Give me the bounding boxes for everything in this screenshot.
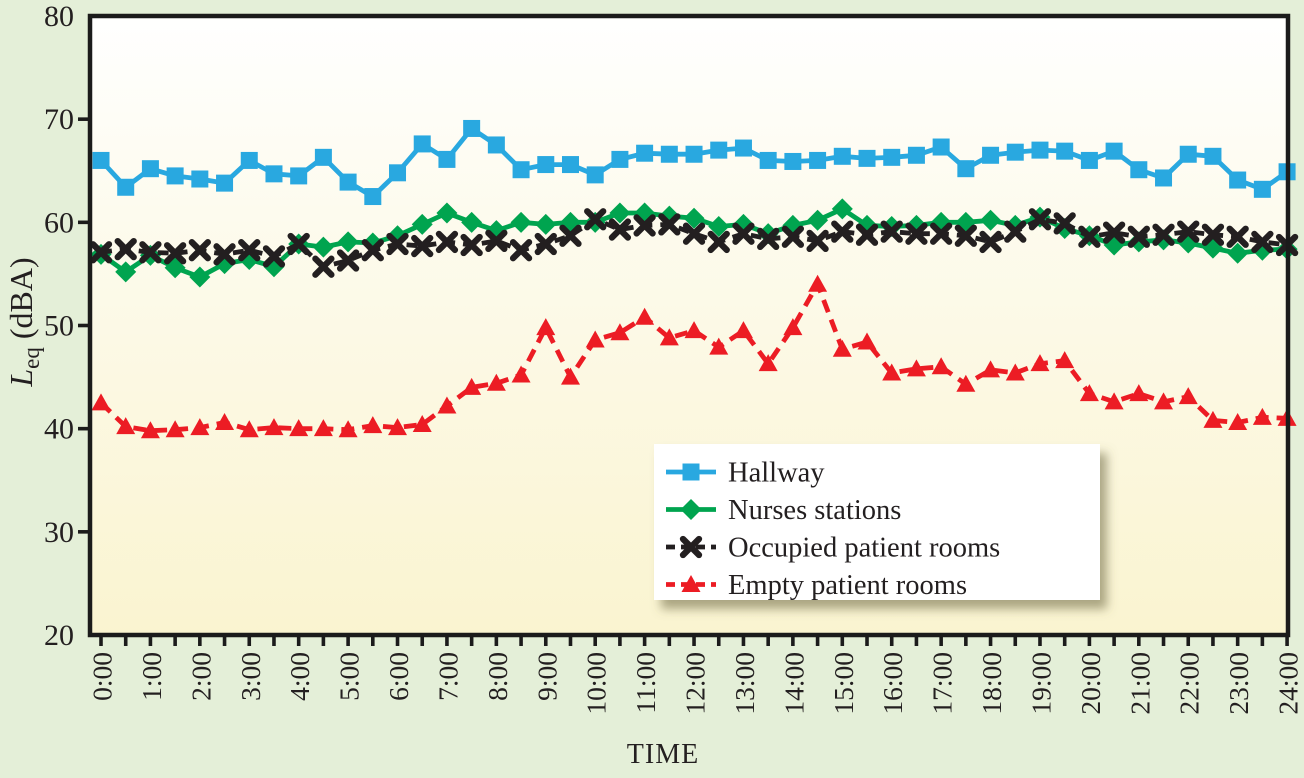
y-axis-ticks: 20 30 40 50 60 70 80 [44,0,90,652]
x-tick-label: 2:00 [185,652,216,701]
x-tick-label: 3:00 [235,652,266,701]
x-tick-label: 12:00 [680,652,711,715]
series-markers-empty-patient-rooms [91,274,1297,439]
legend-item-hallway: Hallway [666,458,825,489]
x-tick-label: 6:00 [383,652,414,701]
legend-item-empty-patient-rooms: Empty patient rooms [666,570,967,601]
y-tick-label: 30 [44,516,74,549]
legend: Hallway Nurses stations Occupied patient r… [654,444,1100,601]
x-tick-label: 9:00 [531,652,562,701]
x-tick-label: 16:00 [877,652,908,715]
x-tick-label: 22:00 [1174,652,1205,715]
legend-box [654,444,1100,600]
y-tick-label: 40 [44,413,74,446]
y-axis-title: Leq (dBA) [3,257,44,387]
x-tick-label: 19:00 [1025,652,1056,715]
series-markers-occupied-patient-rooms [89,208,1299,278]
data-series [89,119,1299,439]
x-tick-label: 24:00 [1273,652,1304,715]
x-tick-label: 1:00 [136,652,167,701]
y-tick-label: 70 [44,103,74,136]
x-axis-title: TIME [627,739,699,770]
x-tick-label: 8:00 [482,652,513,701]
x-axis-ticks: 0:00 1:00 2:00 3:00 4:00 5:00 6:00 7:00 8:00 9:00… [87,635,1304,715]
x-tick-label: 23:00 [1223,652,1254,715]
y-axis-title-units: (dBA) [3,257,39,339]
y-axis-title-subscript: eq [19,347,44,369]
x-tick-label: 10:00 [581,652,612,715]
y-axis-title-symbol: L [3,369,39,388]
y-tick-label: 60 [44,206,74,239]
legend-item-nurses-stations: Nurses stations [666,495,901,526]
x-tick-label: 0:00 [87,652,118,701]
series-occupied-patient-rooms [89,208,1299,278]
series-empty-patient-rooms [91,274,1297,439]
x-tick-label: 5:00 [334,652,365,701]
legend-label: Nurses stations [728,495,901,526]
legend-label: Hallway [728,458,825,489]
x-tick-label: 14:00 [778,652,809,715]
x-tick-label: 20:00 [1075,652,1106,715]
x-tick-label: 15:00 [828,652,859,715]
legend-label: Empty patient rooms [728,570,967,601]
y-tick-label: 20 [44,619,74,652]
series-hallway [92,119,1296,206]
x-tick-label: 17:00 [927,652,958,715]
legend-label: Occupied patient rooms [728,533,1000,564]
y-tick-label: 80 [44,0,74,33]
x-tick-label: 18:00 [976,652,1007,715]
y-tick-label: 50 [44,310,74,343]
x-tick-label: 7:00 [432,652,463,701]
legend-item-occupied-patient-rooms: Occupied patient rooms [666,533,1000,564]
x-tick-label: 21:00 [1124,652,1155,715]
plot-border [87,13,1291,638]
x-tick-label: 11:00 [630,652,661,714]
x-tick-label: 13:00 [729,652,760,715]
series-markers-hallway [92,119,1296,206]
x-tick-label: 4:00 [284,652,315,701]
